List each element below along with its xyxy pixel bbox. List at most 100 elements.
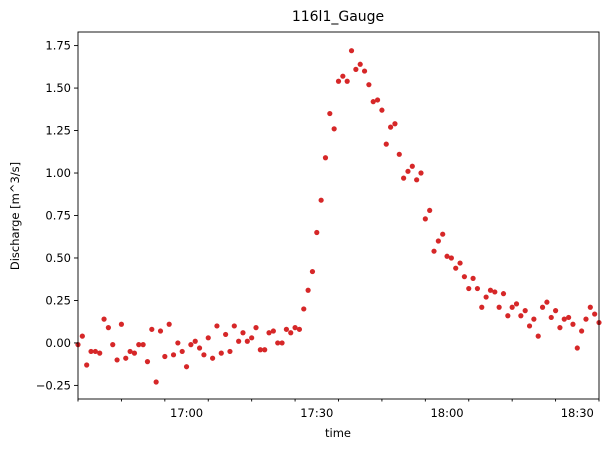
data-point	[79, 333, 85, 339]
data-point	[340, 73, 346, 79]
y-tick-label: 0.50	[45, 251, 71, 265]
data-point	[305, 287, 311, 293]
data-point	[374, 97, 381, 103]
data-point	[474, 285, 481, 292]
data-point	[309, 268, 316, 275]
data-point	[440, 231, 446, 237]
data-point	[257, 347, 263, 353]
data-point	[496, 304, 502, 310]
data-point	[153, 379, 159, 385]
y-tick-label: 0.00	[45, 336, 71, 350]
data-point	[288, 330, 294, 336]
data-point	[574, 345, 580, 351]
data-point	[101, 316, 107, 322]
data-point	[88, 348, 94, 355]
data-point	[401, 175, 407, 181]
data-point	[453, 265, 459, 271]
data-point	[405, 168, 411, 174]
data-point	[513, 301, 520, 307]
data-point	[361, 68, 368, 74]
data-point	[561, 316, 567, 322]
data-point	[544, 299, 550, 305]
data-point	[526, 323, 533, 329]
data-point	[531, 316, 537, 322]
data-point	[175, 340, 181, 346]
data-point	[140, 342, 146, 348]
data-point	[270, 328, 276, 334]
data-point	[492, 289, 498, 295]
data-point	[414, 177, 420, 183]
data-point	[249, 335, 255, 341]
data-point	[422, 216, 428, 222]
data-point	[188, 342, 194, 348]
data-point	[427, 207, 433, 214]
data-point	[444, 253, 450, 259]
data-point	[144, 359, 151, 365]
data-point	[97, 350, 103, 356]
data-point	[118, 321, 125, 327]
data-point	[201, 352, 207, 358]
data-point	[292, 325, 298, 331]
data-point	[366, 82, 372, 88]
data-point	[105, 325, 111, 331]
x-tick-label: 17:00	[170, 406, 203, 420]
data-point	[466, 285, 472, 292]
data-point	[170, 352, 177, 358]
data-point	[149, 326, 155, 332]
y-tick-label: −0.25	[36, 378, 71, 392]
data-point	[318, 197, 324, 203]
data-point	[379, 107, 385, 113]
data-point	[240, 330, 246, 336]
data-point	[409, 163, 415, 169]
x-tick-label: 18:30	[561, 406, 594, 420]
data-point	[539, 304, 546, 310]
data-point	[162, 353, 168, 360]
y-tick-label: 1.75	[45, 39, 71, 53]
data-point	[231, 323, 237, 329]
data-points	[75, 48, 602, 385]
data-point	[518, 313, 524, 319]
data-point	[114, 357, 120, 363]
data-point	[418, 170, 424, 176]
data-point	[253, 325, 259, 331]
data-point	[592, 311, 598, 317]
data-point	[205, 335, 211, 341]
data-point	[331, 126, 337, 132]
x-axis-ticks: 17:00 17:30 18:00 18:30	[77, 399, 600, 420]
data-point	[348, 48, 355, 54]
data-point	[301, 306, 307, 312]
data-point	[179, 348, 185, 355]
data-point	[279, 340, 285, 346]
data-point	[327, 110, 333, 117]
data-point	[314, 229, 320, 236]
data-point	[548, 314, 554, 321]
data-point	[275, 340, 281, 346]
data-point	[196, 345, 203, 351]
data-point	[344, 78, 350, 84]
data-point	[218, 350, 224, 356]
data-point	[214, 323, 220, 329]
data-point	[461, 274, 468, 280]
data-point	[535, 333, 541, 339]
data-point	[110, 342, 116, 348]
data-point	[244, 338, 250, 344]
y-tick-label: 1.00	[45, 166, 71, 180]
data-point	[192, 338, 198, 344]
data-point	[431, 248, 437, 254]
data-point	[209, 355, 216, 361]
y-tick-label: 0.25	[45, 293, 71, 307]
data-point	[587, 304, 593, 310]
x-tick-label: 18:00	[430, 406, 463, 420]
data-point	[509, 304, 515, 310]
data-point	[388, 124, 394, 130]
plot-frame	[77, 31, 600, 400]
y-tick-label: 0.75	[45, 209, 71, 223]
data-point	[500, 291, 507, 297]
data-point	[383, 141, 389, 147]
data-point	[227, 348, 233, 355]
data-point	[470, 275, 476, 281]
data-point	[522, 308, 528, 314]
data-point	[335, 78, 342, 84]
chart-title: 116l1_Gauge	[292, 9, 384, 25]
